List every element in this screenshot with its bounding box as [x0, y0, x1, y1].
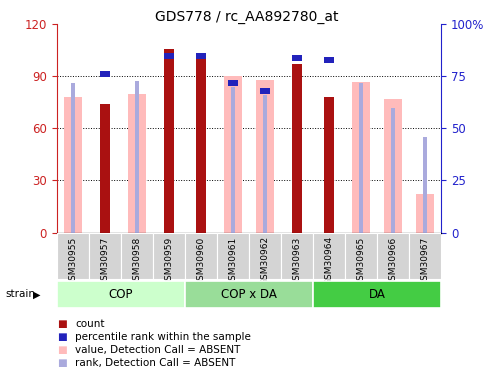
- Text: GSM30961: GSM30961: [228, 236, 238, 285]
- Bar: [281, 232, 313, 279]
- Text: GSM30958: GSM30958: [132, 236, 141, 285]
- Bar: [228, 80, 238, 86]
- Bar: [359, 82, 363, 232]
- Bar: [324, 57, 334, 63]
- Bar: [313, 281, 441, 308]
- Text: GSM30964: GSM30964: [324, 236, 334, 285]
- Bar: [231, 87, 235, 232]
- Bar: [423, 137, 427, 232]
- Bar: [153, 232, 185, 279]
- Text: ■: ■: [57, 345, 67, 355]
- Text: ■: ■: [57, 320, 67, 329]
- Text: value, Detection Call = ABSENT: value, Detection Call = ABSENT: [75, 345, 241, 355]
- Bar: [409, 232, 441, 279]
- Bar: [64, 97, 81, 232]
- Text: DA: DA: [369, 288, 386, 301]
- Bar: [263, 95, 267, 232]
- Text: GSM30966: GSM30966: [388, 236, 398, 285]
- Bar: [57, 281, 185, 308]
- Text: ▶: ▶: [33, 290, 41, 299]
- Text: COP x DA: COP x DA: [221, 288, 277, 301]
- Bar: [185, 281, 313, 308]
- Bar: [417, 194, 434, 232]
- Bar: [292, 55, 302, 61]
- Bar: [100, 104, 109, 232]
- Bar: [385, 99, 402, 232]
- Text: COP: COP: [108, 288, 133, 301]
- Text: GSM30967: GSM30967: [421, 236, 430, 285]
- Bar: [164, 53, 174, 58]
- Bar: [391, 108, 395, 232]
- Bar: [249, 232, 281, 279]
- Bar: [352, 82, 370, 232]
- Bar: [185, 232, 217, 279]
- Bar: [164, 49, 174, 232]
- Text: GDS778 / rc_AA892780_at: GDS778 / rc_AA892780_at: [155, 10, 338, 24]
- Bar: [128, 94, 145, 232]
- Bar: [224, 76, 242, 232]
- Bar: [196, 53, 206, 58]
- Bar: [135, 81, 139, 232]
- Bar: [292, 64, 302, 232]
- Bar: [345, 232, 377, 279]
- Bar: [121, 232, 153, 279]
- Bar: [217, 232, 249, 279]
- Bar: [324, 97, 334, 232]
- Text: percentile rank within the sample: percentile rank within the sample: [75, 332, 251, 342]
- Text: ■: ■: [57, 332, 67, 342]
- Text: rank, Detection Call = ABSENT: rank, Detection Call = ABSENT: [75, 358, 236, 368]
- Text: GSM30962: GSM30962: [260, 236, 270, 285]
- Text: count: count: [75, 320, 105, 329]
- Text: GSM30963: GSM30963: [292, 236, 302, 285]
- Text: GSM30957: GSM30957: [100, 236, 109, 285]
- Text: GSM30955: GSM30955: [68, 236, 77, 285]
- Bar: [313, 232, 345, 279]
- Bar: [256, 80, 274, 232]
- Bar: [57, 232, 89, 279]
- Text: GSM30965: GSM30965: [356, 236, 366, 285]
- Text: ■: ■: [57, 358, 67, 368]
- Bar: [260, 88, 270, 94]
- Bar: [196, 56, 206, 232]
- Bar: [100, 71, 109, 77]
- Text: strain: strain: [5, 290, 35, 299]
- Text: GSM30960: GSM30960: [196, 236, 206, 285]
- Bar: [377, 232, 409, 279]
- Text: GSM30959: GSM30959: [164, 236, 174, 285]
- Bar: [71, 82, 74, 232]
- Bar: [89, 232, 121, 279]
